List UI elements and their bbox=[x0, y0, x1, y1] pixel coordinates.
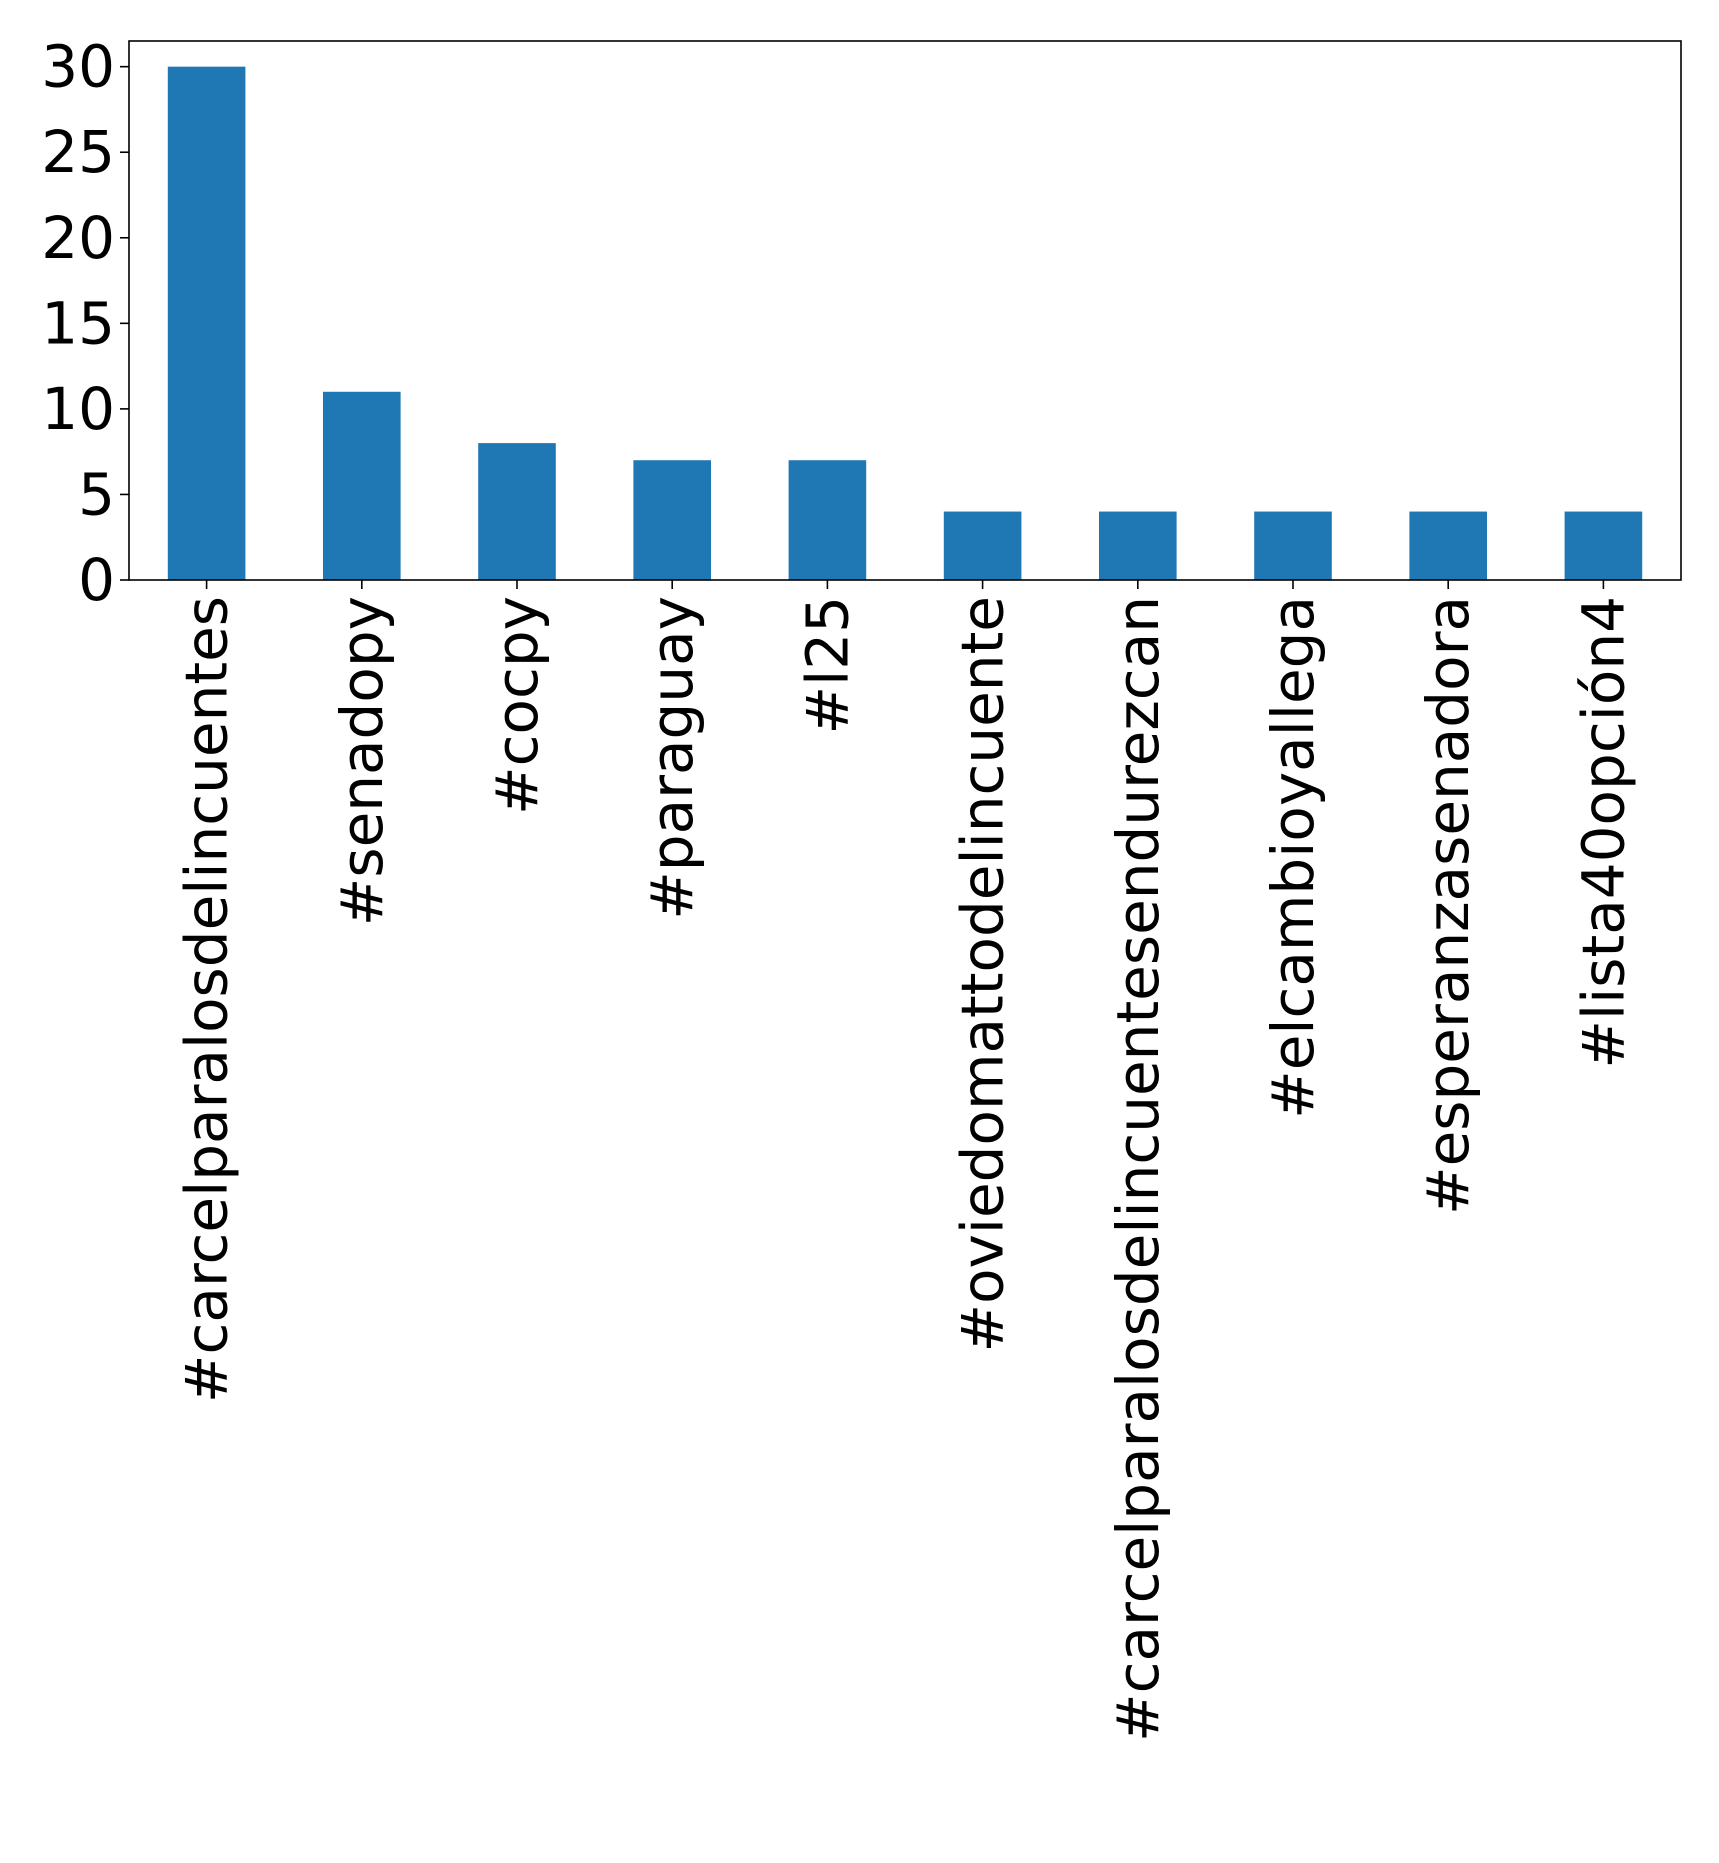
plot-frame bbox=[128, 40, 1682, 581]
x-tick-label-2: #cocpy bbox=[483, 596, 551, 815]
x-tick-label-4: #l25 bbox=[793, 596, 861, 735]
x-tick-label-0: #carcelparalosdelincuentes bbox=[173, 596, 241, 1403]
x-tick-label-3: #paraguay bbox=[638, 596, 706, 920]
bar-6 bbox=[1099, 511, 1177, 580]
y-tick-label-6: 30 bbox=[41, 33, 115, 101]
x-tick-label-7: #elcambioyallega bbox=[1259, 596, 1327, 1119]
y-tick-label-1: 5 bbox=[78, 460, 115, 528]
y-tick-label-4: 20 bbox=[41, 204, 115, 272]
bar-series bbox=[167, 66, 1643, 580]
y-tick-label-0: 0 bbox=[78, 546, 115, 614]
x-tick-label-6: #carcelparalosdelincuentesendurezcan bbox=[1104, 596, 1172, 1742]
bar-9 bbox=[1564, 511, 1643, 580]
bar-1 bbox=[323, 391, 401, 580]
bar-2 bbox=[478, 443, 556, 580]
y-tick-label-3: 15 bbox=[41, 289, 115, 357]
bar-8 bbox=[1409, 511, 1487, 580]
x-axis: #carcelparalosdelincuentes #senadopy #cocp… bbox=[173, 580, 1637, 1742]
bar-0 bbox=[167, 66, 246, 580]
y-tick-label-2: 10 bbox=[41, 375, 115, 443]
y-axis: 0 5 10 15 20 25 30 bbox=[41, 33, 129, 614]
x-tick-label-5: #oviedomattodelincuente bbox=[949, 596, 1017, 1353]
x-tick-label-9: #lista40opción4 bbox=[1569, 596, 1637, 1069]
y-tick-label-5: 25 bbox=[41, 118, 115, 186]
bar-5 bbox=[943, 511, 1022, 580]
bar-4 bbox=[788, 460, 867, 580]
bar-3 bbox=[633, 460, 711, 580]
x-tick-label-8: #esperanzasenadora bbox=[1414, 596, 1482, 1215]
x-tick-label-1: #senadopy bbox=[328, 596, 396, 926]
bar-7 bbox=[1254, 511, 1332, 580]
